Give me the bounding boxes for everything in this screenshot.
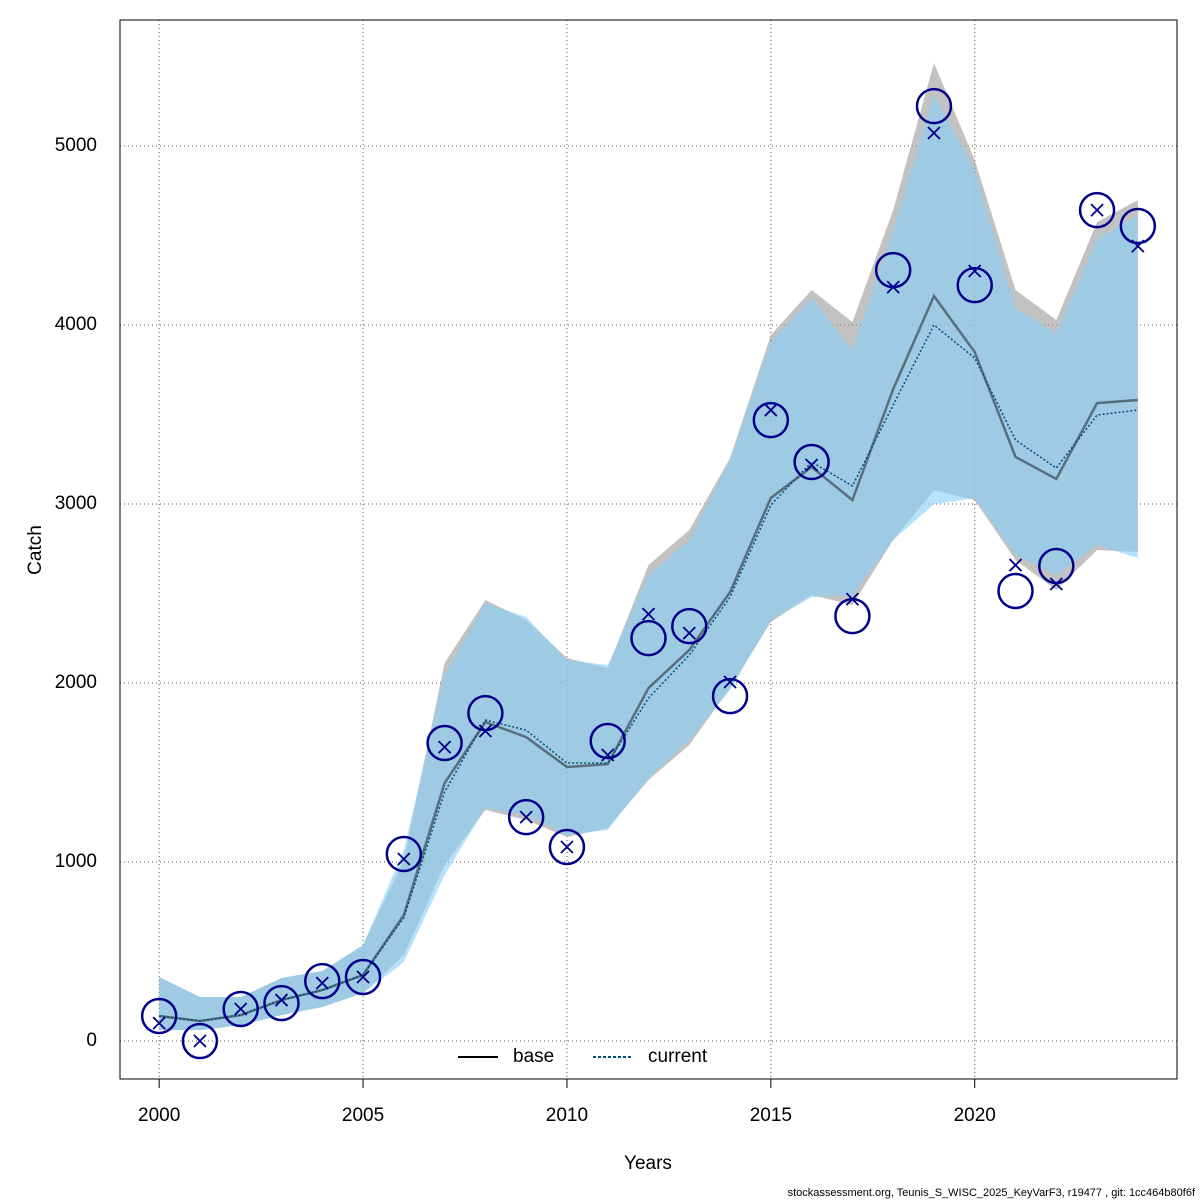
predicted-point	[1008, 558, 1023, 572]
x-tick-label: 2015	[750, 1105, 792, 1126]
observed-point	[140, 997, 178, 1035]
predicted-point	[1131, 239, 1145, 253]
observed-point	[344, 958, 382, 996]
predicted-point	[927, 126, 941, 140]
observed-point	[915, 87, 953, 125]
observed-point	[385, 835, 423, 873]
predicted-point	[315, 976, 329, 990]
x-tick-label: 2000	[138, 1105, 180, 1126]
predicted-point	[1090, 203, 1104, 217]
observed-point	[711, 677, 749, 715]
predicted-point	[519, 810, 533, 824]
predicted-point	[804, 458, 819, 472]
observed-point	[1078, 191, 1116, 229]
observed-point	[630, 619, 667, 657]
predicted-point	[356, 970, 370, 984]
observed-point	[793, 443, 830, 481]
y-tick-label: 5000	[55, 135, 97, 156]
x-axis-label: Years	[624, 1153, 672, 1174]
predicted-point	[601, 748, 615, 762]
series-line	[158, 293, 1138, 1023]
predicted-point	[437, 740, 452, 754]
observed-point	[263, 984, 300, 1022]
footer: stockassessment.org, Teunis_S_WISC_2025_…	[788, 1187, 1196, 1199]
predicted-point	[845, 592, 860, 606]
band	[159, 62, 1138, 1031]
predicted-point	[397, 852, 411, 866]
observed-point	[548, 828, 586, 866]
observed-point	[752, 401, 790, 439]
predicted-point	[560, 840, 574, 854]
predicted-point	[968, 264, 982, 278]
x-tick-label: 2005	[342, 1105, 384, 1126]
legend-label: current	[648, 1046, 708, 1067]
y-axis-label: Catch	[25, 525, 46, 575]
x-tick-label: 2020	[954, 1105, 996, 1126]
observed-point	[426, 724, 463, 762]
predicted-point	[478, 724, 493, 738]
y-tick-label: 1000	[55, 851, 97, 872]
observed-point	[956, 266, 993, 304]
observed-point	[671, 607, 708, 645]
y-tick-label: 0	[86, 1030, 97, 1051]
predicted-point	[764, 403, 778, 417]
predicted-point	[193, 1034, 207, 1048]
predicted-point	[1049, 577, 1063, 591]
observed-point	[589, 722, 626, 760]
y-tick-label: 2000	[55, 672, 97, 693]
predicted-point	[152, 1016, 166, 1030]
predicted-point	[641, 607, 656, 621]
predicted-point	[682, 626, 696, 640]
predicted-point	[234, 1002, 248, 1016]
band	[159, 95, 1138, 1031]
legend-label: base	[513, 1046, 554, 1067]
observed-point	[1119, 207, 1157, 245]
observed-point	[304, 962, 341, 1000]
predicted-point	[274, 993, 289, 1007]
y-tick-label: 4000	[55, 314, 97, 335]
predicted-point	[723, 675, 737, 689]
series-line	[159, 323, 1138, 1022]
x-tick-label: 2010	[546, 1105, 588, 1126]
plot-frame	[119, 19, 1178, 1080]
observed-point	[997, 572, 1034, 610]
observed-point	[181, 1022, 219, 1060]
predicted-point	[886, 280, 900, 294]
observed-point	[222, 990, 259, 1028]
y-tick-label: 3000	[55, 493, 97, 514]
observed-point	[507, 798, 545, 836]
